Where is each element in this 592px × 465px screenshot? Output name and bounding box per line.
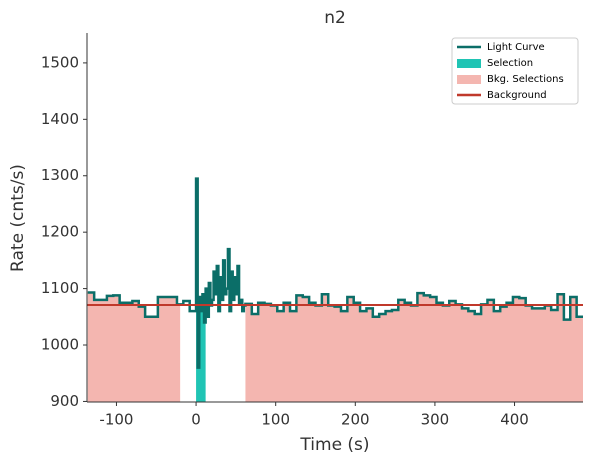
x-tick-label: 100 — [261, 411, 290, 429]
legend-swatch — [457, 59, 481, 68]
light-curve — [87, 177, 583, 369]
selection-fill — [87, 292, 181, 402]
legend-label: Light Curve — [487, 42, 545, 53]
y-tick-label: 1500 — [41, 53, 79, 71]
x-tick-label: 300 — [421, 411, 450, 429]
legend-box — [451, 37, 579, 105]
y-tick-label: 1200 — [41, 223, 79, 241]
y-axis-label: Rate (cnts/s) — [8, 164, 28, 272]
y-tick-label: 1300 — [41, 166, 79, 184]
x-tick-label: 400 — [500, 411, 529, 429]
y-tick-label: 1100 — [41, 279, 79, 297]
x-tick-label: 0 — [191, 411, 201, 429]
selection-fill — [245, 293, 583, 402]
selection-fill — [196, 178, 206, 402]
legend-swatch — [457, 75, 481, 84]
legend-label: Bkg. Selections — [487, 74, 564, 85]
y-tick-label: 1000 — [41, 336, 79, 354]
x-tick-label: -100 — [99, 411, 133, 429]
y-tick-label: 1400 — [41, 110, 79, 128]
x-axis-label: Time (s) — [299, 435, 369, 455]
legend-label: Selection — [487, 58, 533, 69]
chart-title: n2 — [324, 8, 346, 28]
y-tick-label: 900 — [50, 392, 79, 410]
x-tick-label: 200 — [341, 411, 370, 429]
legend-label: Background — [487, 90, 547, 101]
